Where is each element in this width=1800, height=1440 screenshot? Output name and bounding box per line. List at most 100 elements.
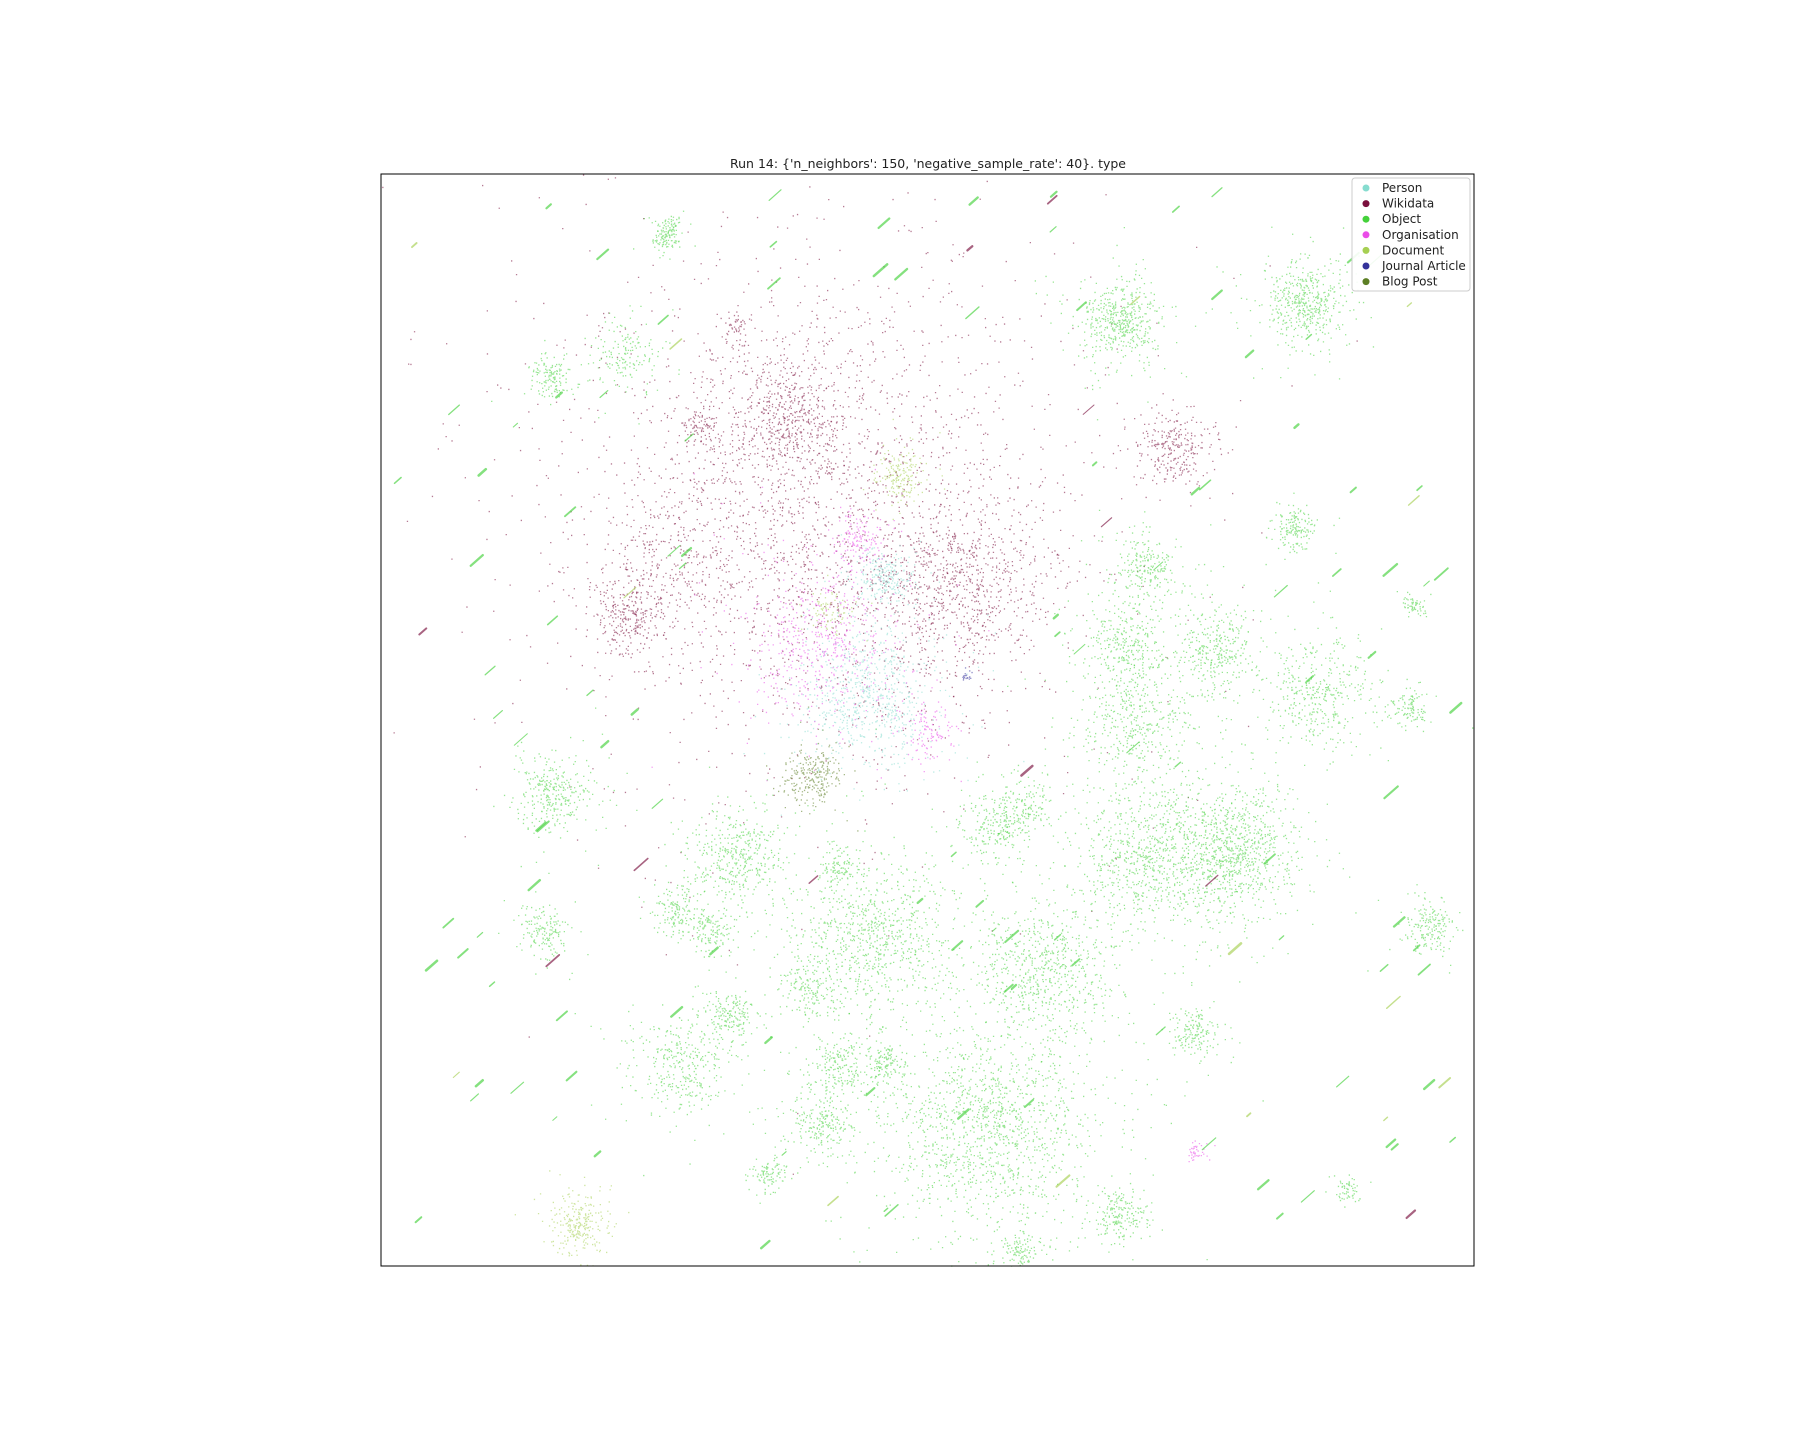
streak-mark <box>1332 568 1342 577</box>
cluster-object <box>638 870 705 938</box>
streak-mark <box>442 917 455 929</box>
legend-label: Object <box>1382 212 1421 226</box>
streak-mark <box>536 820 550 833</box>
streak-mark <box>884 1204 899 1217</box>
streak-mark <box>872 263 889 278</box>
streak-mark <box>469 553 484 567</box>
streak-mark <box>883 1207 889 1213</box>
streak-mark <box>684 433 694 442</box>
streak-mark <box>1273 584 1288 598</box>
streak-mark <box>1174 761 1182 768</box>
streak-mark <box>1256 1179 1270 1191</box>
cluster-object <box>764 1051 887 1173</box>
streak-mark <box>1073 643 1086 655</box>
streak-mark <box>596 248 610 261</box>
point-cloud <box>1396 591 1432 618</box>
point-cloud <box>673 878 741 958</box>
streak-mark <box>1052 613 1060 620</box>
streak-mark <box>1071 958 1081 967</box>
streak-mark <box>393 476 402 485</box>
legend-box <box>1351 177 1471 292</box>
streak-mark <box>680 546 693 558</box>
streak-mark <box>1385 1138 1397 1149</box>
streak-mark <box>1417 963 1431 976</box>
streak-mark <box>670 1006 684 1018</box>
streak-mark <box>452 1071 460 1079</box>
streak-mark <box>1449 701 1463 714</box>
legend-marker <box>1362 231 1370 239</box>
chart-title: Run 14: {'n_neighbors': 150, 'negative_s… <box>730 156 1126 171</box>
streak-mark <box>951 940 964 951</box>
streak-mark <box>424 959 439 972</box>
streak-mark <box>709 946 719 956</box>
streak-mark <box>513 733 528 746</box>
streak-mark <box>1276 1212 1284 1220</box>
point-cloud <box>1090 694 1357 975</box>
cluster-journal-article <box>962 667 973 681</box>
point-cloud <box>1034 227 1213 421</box>
streak-mark <box>1227 942 1243 956</box>
point-cloud <box>764 1051 887 1173</box>
cluster-object <box>1396 591 1432 618</box>
streak-mark <box>877 217 891 229</box>
streak-mark <box>600 740 610 749</box>
streak-mark <box>1126 741 1140 754</box>
streak-mark <box>488 981 496 988</box>
streak-mark <box>1422 1078 1436 1091</box>
streak-mark <box>968 196 979 206</box>
streak-mark <box>1244 349 1255 359</box>
point-cloud <box>654 766 837 952</box>
streak-mark <box>1305 675 1315 683</box>
streak-mark <box>1100 517 1113 528</box>
legend-label: Journal Article <box>1381 259 1466 273</box>
legend-marker <box>1362 278 1370 286</box>
streak-mark <box>1438 1077 1452 1089</box>
cluster-object <box>993 1206 1051 1267</box>
streak-mark <box>1020 764 1034 777</box>
streak-mark <box>1449 1136 1457 1143</box>
point-cloud <box>638 870 705 938</box>
streak-mark <box>827 1195 839 1207</box>
streak-mark <box>411 242 418 249</box>
streak-mark <box>545 203 552 210</box>
streak-mark <box>1335 1075 1350 1088</box>
cluster-object <box>788 1001 890 1112</box>
streak-mark <box>1383 1116 1389 1122</box>
legend-label: Wikidata <box>1382 197 1434 211</box>
point-cloud <box>993 1206 1051 1267</box>
legend-marker <box>1362 200 1370 208</box>
point-cloud <box>1188 1140 1216 1163</box>
point-cloud <box>978 692 1328 1025</box>
legend-marker <box>1362 184 1370 192</box>
streak-mark <box>1049 226 1057 233</box>
plot-area <box>381 174 1474 1266</box>
streak-mark <box>474 1079 485 1088</box>
streak-mark <box>535 821 547 832</box>
streak-mark <box>966 245 974 252</box>
streak-mark <box>555 1010 568 1022</box>
point-cloud <box>1325 1174 1372 1208</box>
streak-mark <box>1190 486 1201 496</box>
streak-mark <box>1171 205 1180 213</box>
streak-mark <box>1416 485 1423 492</box>
streak-mark <box>1211 289 1223 301</box>
legend-marker <box>1362 246 1370 254</box>
streak-mark <box>555 391 563 399</box>
streak-mark <box>1130 295 1141 305</box>
legend-label: Document <box>1382 243 1444 257</box>
streak-mark <box>493 709 503 719</box>
point-cloud <box>574 985 810 1177</box>
streak-mark <box>552 1116 558 1121</box>
streak-mark <box>1004 929 1020 944</box>
streak-mark <box>414 1216 423 1224</box>
streak-mark <box>678 562 687 570</box>
streak-mark <box>1211 187 1223 198</box>
streak-mark <box>1055 1174 1071 1188</box>
streak-mark <box>1263 853 1276 865</box>
streak-mark <box>630 708 639 716</box>
streak-mark <box>760 1239 771 1250</box>
streak-mark <box>667 544 681 557</box>
streak-mark <box>1201 1137 1217 1151</box>
legend-label: Blog Post <box>1382 275 1438 289</box>
